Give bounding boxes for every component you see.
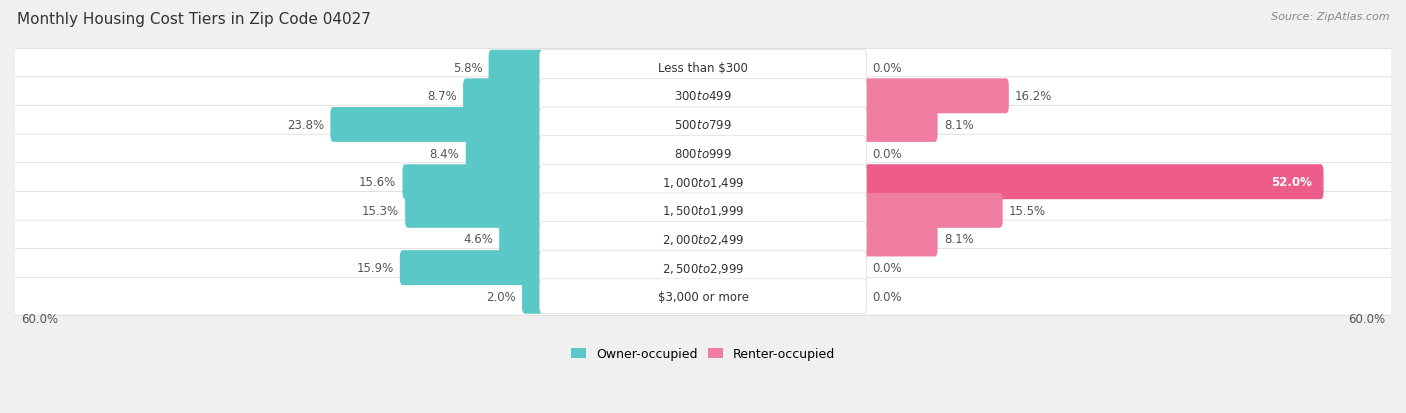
FancyBboxPatch shape — [11, 106, 1395, 144]
Text: Less than $300: Less than $300 — [658, 62, 748, 74]
Text: 8.7%: 8.7% — [427, 90, 457, 103]
Text: $1,000 to $1,499: $1,000 to $1,499 — [662, 175, 744, 189]
FancyBboxPatch shape — [860, 193, 1002, 228]
FancyBboxPatch shape — [540, 50, 866, 85]
FancyBboxPatch shape — [330, 108, 546, 142]
Text: $300 to $499: $300 to $499 — [673, 90, 733, 103]
FancyBboxPatch shape — [540, 79, 866, 114]
FancyBboxPatch shape — [11, 221, 1395, 258]
Text: $500 to $799: $500 to $799 — [673, 119, 733, 132]
FancyBboxPatch shape — [522, 279, 546, 314]
FancyBboxPatch shape — [860, 108, 938, 142]
Text: 0.0%: 0.0% — [873, 62, 903, 74]
FancyBboxPatch shape — [11, 192, 1395, 230]
Text: $3,000 or more: $3,000 or more — [658, 290, 748, 303]
FancyBboxPatch shape — [463, 79, 546, 114]
FancyBboxPatch shape — [540, 222, 866, 257]
Text: Source: ZipAtlas.com: Source: ZipAtlas.com — [1271, 12, 1389, 22]
Text: 23.8%: 23.8% — [287, 119, 323, 132]
FancyBboxPatch shape — [399, 251, 546, 285]
Text: Monthly Housing Cost Tiers in Zip Code 04027: Monthly Housing Cost Tiers in Zip Code 0… — [17, 12, 371, 27]
Text: 15.6%: 15.6% — [359, 176, 396, 189]
FancyBboxPatch shape — [11, 49, 1395, 87]
FancyBboxPatch shape — [540, 165, 866, 200]
Text: 52.0%: 52.0% — [1271, 176, 1312, 189]
Text: 8.1%: 8.1% — [943, 233, 974, 246]
FancyBboxPatch shape — [465, 136, 546, 171]
FancyBboxPatch shape — [405, 193, 546, 228]
Legend: Owner-occupied, Renter-occupied: Owner-occupied, Renter-occupied — [567, 342, 839, 366]
FancyBboxPatch shape — [11, 278, 1395, 316]
FancyBboxPatch shape — [402, 165, 546, 200]
Text: 4.6%: 4.6% — [463, 233, 494, 246]
FancyBboxPatch shape — [860, 79, 1010, 114]
Text: 5.8%: 5.8% — [453, 62, 482, 74]
FancyBboxPatch shape — [860, 222, 938, 257]
FancyBboxPatch shape — [540, 108, 866, 142]
FancyBboxPatch shape — [11, 78, 1395, 115]
FancyBboxPatch shape — [11, 164, 1395, 201]
FancyBboxPatch shape — [540, 279, 866, 314]
Text: 15.3%: 15.3% — [361, 204, 399, 217]
Text: 8.4%: 8.4% — [430, 147, 460, 160]
Text: 0.0%: 0.0% — [873, 290, 903, 303]
FancyBboxPatch shape — [499, 222, 546, 257]
Text: 2.0%: 2.0% — [486, 290, 516, 303]
FancyBboxPatch shape — [540, 193, 866, 228]
FancyBboxPatch shape — [11, 135, 1395, 173]
Text: 15.9%: 15.9% — [356, 261, 394, 275]
Text: 60.0%: 60.0% — [21, 312, 58, 325]
FancyBboxPatch shape — [489, 50, 546, 85]
Text: 15.5%: 15.5% — [1010, 204, 1046, 217]
FancyBboxPatch shape — [540, 136, 866, 171]
Text: $1,500 to $1,999: $1,500 to $1,999 — [662, 204, 744, 218]
Text: 8.1%: 8.1% — [943, 119, 974, 132]
Text: $2,000 to $2,499: $2,000 to $2,499 — [662, 233, 744, 247]
Text: 60.0%: 60.0% — [1348, 312, 1385, 325]
FancyBboxPatch shape — [540, 251, 866, 285]
Text: 0.0%: 0.0% — [873, 261, 903, 275]
Text: 16.2%: 16.2% — [1015, 90, 1053, 103]
FancyBboxPatch shape — [860, 165, 1323, 200]
FancyBboxPatch shape — [11, 249, 1395, 287]
Text: $2,500 to $2,999: $2,500 to $2,999 — [662, 261, 744, 275]
Text: 0.0%: 0.0% — [873, 147, 903, 160]
Text: $800 to $999: $800 to $999 — [673, 147, 733, 160]
